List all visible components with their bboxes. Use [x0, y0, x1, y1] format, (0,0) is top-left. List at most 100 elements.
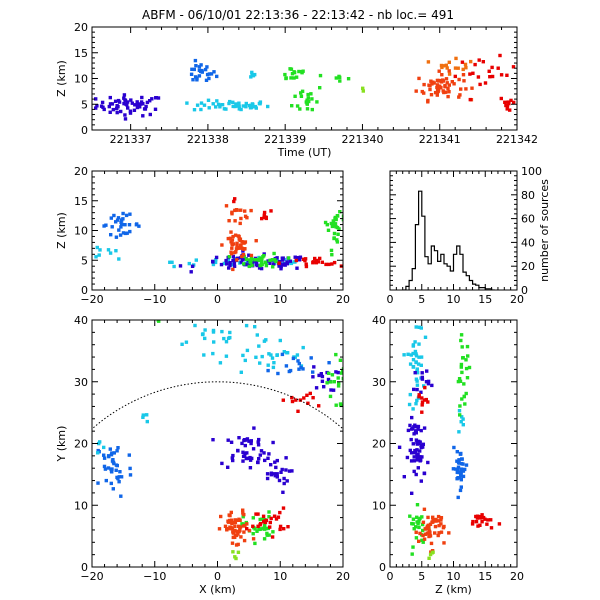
- data-point: [214, 258, 218, 262]
- data-point: [259, 527, 263, 531]
- data-point: [128, 111, 133, 115]
- data-point: [122, 101, 126, 106]
- data-point: [263, 523, 267, 527]
- data-point: [269, 353, 273, 357]
- data-point: [411, 517, 416, 521]
- data-point: [318, 73, 323, 78]
- data-point: [414, 424, 418, 429]
- data-point: [104, 478, 108, 483]
- data-point: [430, 551, 434, 555]
- data-point: [254, 512, 258, 516]
- data-point: [455, 459, 459, 463]
- data-point: [336, 384, 341, 388]
- data-point: [239, 216, 243, 221]
- data-point: [423, 532, 428, 536]
- data-point: [429, 93, 434, 97]
- data-point: [206, 98, 211, 102]
- data-point: [197, 68, 202, 73]
- data-point: [247, 439, 251, 443]
- data-point: [416, 427, 420, 431]
- data-point: [414, 431, 418, 435]
- data-point: [235, 208, 239, 212]
- data-point: [290, 104, 294, 108]
- data-point: [411, 545, 415, 549]
- x-tick-label: 0: [214, 293, 221, 306]
- data-point: [190, 264, 195, 268]
- data-point: [237, 524, 241, 528]
- data-point: [458, 379, 463, 383]
- data-point: [225, 527, 229, 531]
- data-point: [243, 247, 247, 251]
- data-point: [332, 221, 336, 225]
- data-point: [219, 514, 223, 519]
- data-point: [275, 458, 279, 463]
- data-point: [344, 380, 347, 383]
- data-point: [207, 106, 211, 110]
- data-point: [218, 103, 222, 107]
- data-point: [427, 556, 431, 560]
- data-point: [421, 540, 425, 544]
- y-tick-label: 10: [74, 499, 88, 512]
- data-point: [260, 517, 264, 521]
- data-point: [102, 445, 106, 450]
- data-point: [405, 455, 410, 460]
- data-point: [420, 396, 424, 400]
- data-point: [414, 525, 418, 529]
- data-point: [331, 224, 335, 228]
- data-point: [295, 104, 300, 108]
- data-point: [298, 398, 303, 402]
- data-point: [224, 204, 229, 208]
- data-point: [462, 79, 466, 83]
- data-point: [511, 65, 516, 69]
- data-point: [327, 262, 331, 267]
- data-point: [111, 487, 115, 491]
- y-tick-label: 10: [74, 225, 88, 238]
- data-point: [273, 460, 277, 464]
- data-point: [234, 543, 239, 547]
- data-point: [245, 451, 249, 455]
- y-tick-label: 5: [81, 254, 88, 267]
- data-point: [272, 514, 277, 518]
- range-circle: [92, 381, 343, 430]
- data-point: [497, 522, 502, 526]
- data-point: [228, 261, 232, 265]
- x-tick-label: 5: [418, 570, 425, 583]
- data-point: [409, 437, 413, 442]
- data-point: [414, 352, 418, 356]
- data-point: [122, 93, 127, 97]
- data-point: [483, 81, 488, 85]
- data-point: [269, 471, 274, 475]
- data-point: [195, 78, 199, 82]
- data-point: [274, 517, 279, 521]
- data-point: [314, 386, 319, 390]
- data-point: [260, 256, 264, 261]
- data-point: [489, 518, 493, 522]
- data-point: [296, 409, 300, 413]
- data-point: [211, 330, 216, 334]
- data-point: [226, 465, 230, 469]
- y-axis-label: Z (km): [55, 212, 68, 249]
- data-point: [141, 114, 145, 118]
- data-point: [211, 102, 215, 106]
- data-point: [154, 96, 158, 100]
- data-point: [250, 263, 254, 267]
- data-point: [272, 361, 276, 365]
- data-point: [464, 366, 469, 371]
- data-point: [275, 256, 279, 260]
- data-point: [415, 520, 419, 524]
- data-point: [227, 101, 231, 106]
- data-point: [477, 58, 481, 62]
- data-point: [102, 464, 107, 469]
- data-point: [436, 514, 441, 519]
- data-point: [282, 476, 286, 481]
- data-point: [230, 263, 234, 267]
- data-point: [242, 438, 246, 443]
- data-point: [271, 530, 275, 534]
- panel-x-y: −20 −10 0 10 20 0 10 20 30 40 X (km) Y (km): [55, 314, 350, 596]
- data-point: [435, 90, 440, 94]
- x-tick-label: −20: [80, 293, 103, 306]
- data-point: [249, 75, 253, 79]
- data-point: [239, 243, 243, 248]
- data-point: [422, 82, 426, 87]
